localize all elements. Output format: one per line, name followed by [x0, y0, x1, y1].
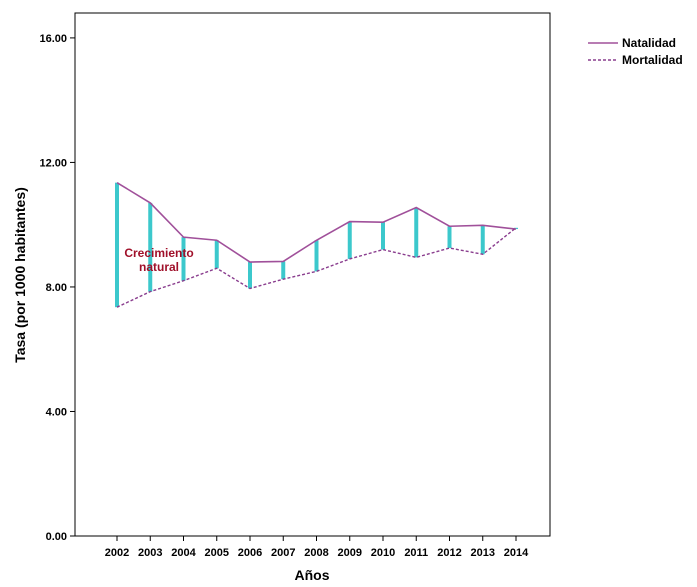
gap-bar-2012	[447, 226, 452, 249]
x-tick-label: 2005	[205, 547, 229, 559]
annotation-line-1: Crecimiento	[124, 246, 193, 260]
gap-bar-2013	[480, 225, 485, 255]
gap-bar-2007	[281, 261, 286, 280]
legend: Natalidad Mortalidad	[588, 36, 683, 67]
x-tick-label: 2009	[338, 547, 362, 559]
annotation-line-2: natural	[139, 260, 179, 274]
gap-bar-2005	[214, 240, 219, 269]
gap-bar-2004	[181, 237, 186, 281]
x-axis-title: Años	[295, 567, 330, 583]
gap-bar-2003	[148, 202, 153, 292]
y-tick-label: 4.00	[46, 406, 67, 418]
y-tick-label: 0.00	[46, 531, 67, 543]
x-tick-label: 2014	[504, 547, 529, 559]
natural-growth-bars	[115, 182, 518, 308]
x-tick-label: 2013	[471, 547, 495, 559]
y-axis-title: Tasa (por 1000 habitantes)	[12, 187, 28, 363]
gap-bar-2006	[248, 262, 252, 289]
plot-area	[74, 12, 551, 537]
x-tick-label: 2006	[238, 547, 262, 559]
y-tick-label: 8.00	[46, 282, 67, 294]
legend-label-natalidad: Natalidad	[622, 36, 676, 50]
x-tick-label: 2004	[171, 547, 196, 559]
gap-bar-2010	[381, 222, 385, 250]
gap-bar-2002	[115, 182, 119, 308]
gap-bar-2011	[414, 207, 419, 258]
y-axis: 0.00 4.00 8.00 12.00 16.00	[39, 33, 75, 543]
gap-bar-2008	[314, 240, 319, 272]
x-tick-label: 2007	[271, 547, 295, 559]
x-axis: 2002 2003 2004 2005 2006 2007 2008 2009 2010 2011…	[105, 536, 529, 559]
x-tick-label: 2011	[404, 547, 428, 559]
annotation: Crecimiento natural	[124, 246, 193, 274]
x-tick-label: 2003	[138, 547, 162, 559]
x-tick-label: 2010	[371, 547, 395, 559]
gap-bar-2009	[347, 221, 352, 259]
x-tick-label: 2002	[105, 547, 129, 559]
x-tick-label: 2008	[304, 547, 328, 559]
series-lines	[116, 181, 517, 308]
x-tick-label: 2012	[437, 547, 461, 559]
legend-label-mortalidad: Mortalidad	[622, 53, 683, 67]
y-tick-label: 12.00	[39, 157, 67, 169]
y-tick-label: 16.00	[39, 33, 67, 45]
